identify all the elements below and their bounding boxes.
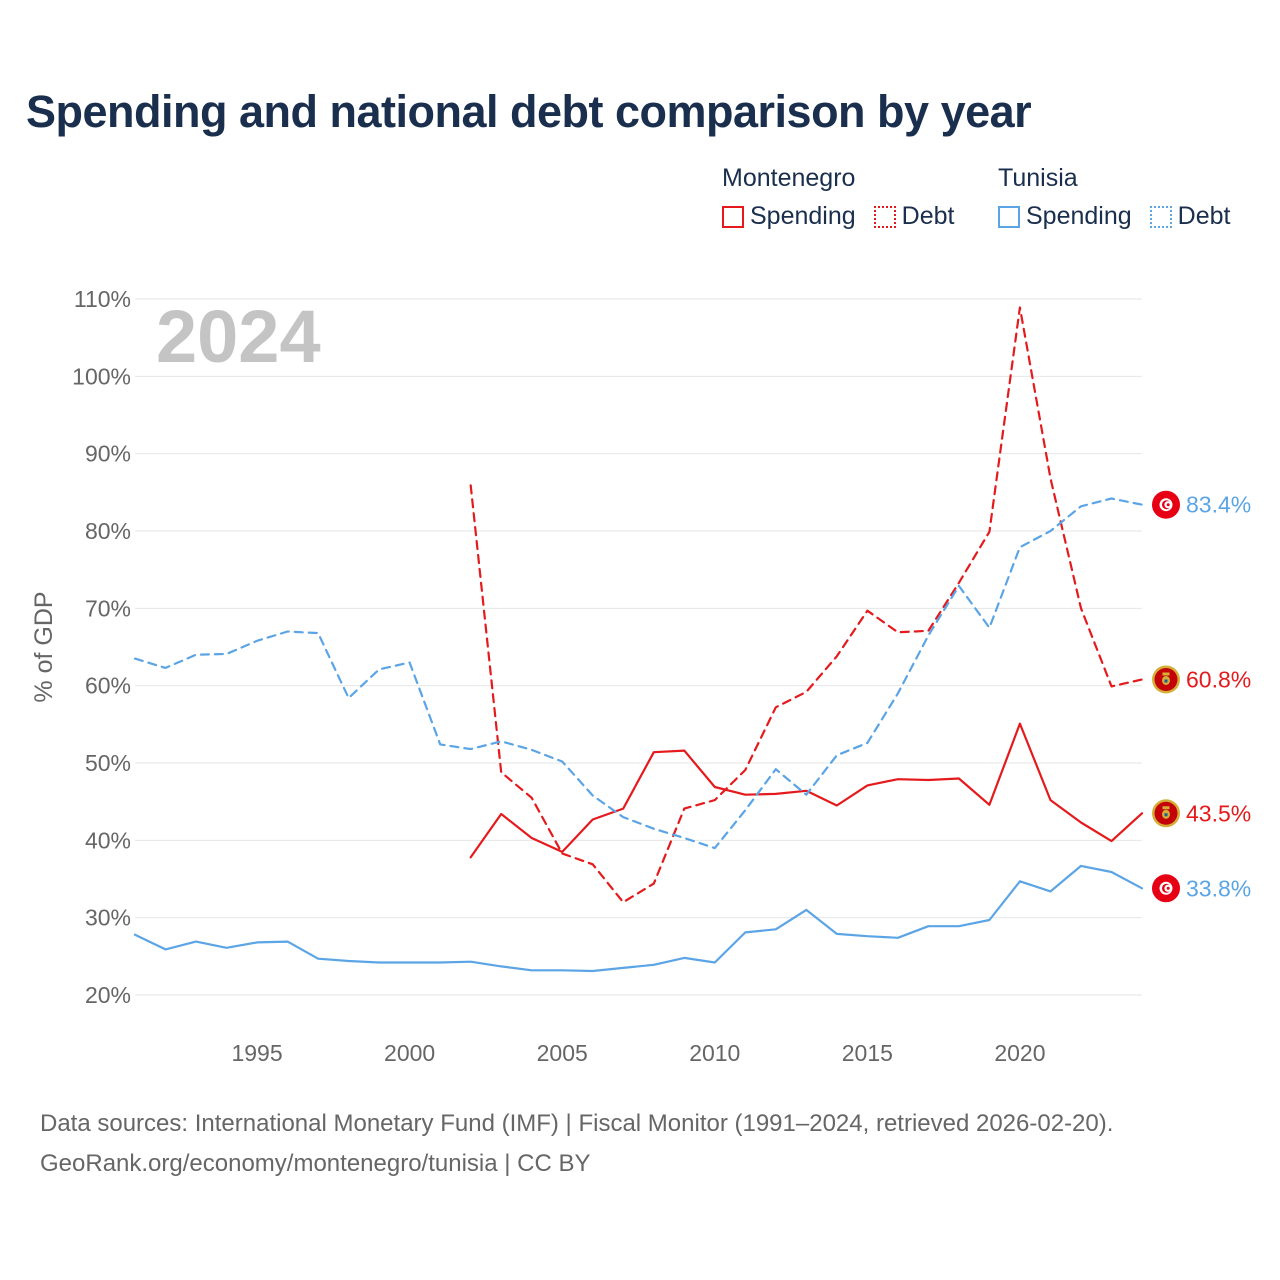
y-tick-label: 80% — [85, 518, 131, 544]
source-link[interactable]: GeoRank.org/economy/montenegro/tunisia |… — [40, 1150, 591, 1177]
legend-group-montenegro: Montenegro Spending Debt — [722, 160, 954, 231]
legend-item-tunisia-spending[interactable]: Spending — [998, 202, 1132, 231]
y-tick-label: 50% — [85, 750, 131, 776]
y-tick-label: 90% — [85, 441, 131, 467]
legend-swatch-solid — [722, 205, 744, 228]
series-layer — [133, 306, 1144, 973]
flag-shield — [1164, 813, 1168, 817]
legend-item-montenegro-spending[interactable]: Spending — [722, 202, 856, 231]
legend-group-tunisia: Tunisia Spending Debt — [998, 160, 1230, 231]
end-labels: 43.5% 60.8% 33.8% 83.4% — [1152, 490, 1251, 903]
legend-item-label: Spending — [1026, 202, 1132, 230]
y-tick-label: 60% — [85, 673, 131, 699]
tunisia-flag-icon — [1152, 874, 1180, 903]
flag-shield — [1164, 679, 1168, 683]
y-tick-label: 30% — [85, 905, 131, 931]
x-axis: 1995 2000 2005 2010 2015 2020 — [231, 1040, 1045, 1066]
x-tick-label: 2010 — [689, 1040, 740, 1066]
flag-star — [1166, 886, 1170, 890]
legend-swatch-dotted — [1149, 205, 1172, 228]
source-note: Data sources: International Monetary Fun… — [40, 1104, 1113, 1184]
flag-crown — [1162, 806, 1170, 810]
source-line: Data sources: International Monetary Fun… — [40, 1110, 1114, 1137]
y-tick-label: 110% — [74, 286, 131, 312]
legend-item-label: Spending — [750, 202, 856, 230]
montenegro-flag-icon — [1152, 799, 1180, 828]
x-tick-label: 2000 — [384, 1040, 435, 1066]
end-value-label: 33.8% — [1186, 875, 1251, 901]
legend-item-label: Debt — [1177, 202, 1231, 230]
y-tick-label: 100% — [72, 363, 131, 389]
x-tick-label: 2015 — [842, 1040, 893, 1066]
y-tick-label: 40% — [85, 827, 131, 853]
year-watermark: 2024 — [156, 295, 321, 378]
legend-group-title: Tunisia — [998, 164, 1078, 192]
y-axis: 20% 30% 40% 50% 60% 70% 80% 90% 100% 110% — [72, 286, 131, 1008]
montenegro-flag-icon — [1152, 665, 1180, 694]
series-line-tunisia-debt — [133, 497, 1144, 850]
y-tick-label: 20% — [85, 982, 131, 1008]
chart-title: Spending and national debt comparison by… — [26, 86, 1032, 137]
legend-swatch-dotted — [873, 205, 896, 228]
gridlines — [135, 298, 1142, 996]
y-axis-label: % of GDP — [30, 591, 58, 702]
series-line-tunisia-spending — [133, 864, 1144, 973]
legend-item-montenegro-debt[interactable]: Debt — [873, 202, 955, 231]
tunisia-flag-icon — [1152, 490, 1180, 519]
legend-item-tunisia-debt[interactable]: Debt — [1149, 202, 1231, 231]
y-tick-label: 70% — [85, 595, 131, 621]
legend-swatch-solid — [998, 205, 1020, 228]
end-value-label: 83.4% — [1186, 492, 1251, 518]
end-value-label: 60.8% — [1186, 666, 1251, 692]
flag-crown — [1162, 672, 1170, 676]
flag-star — [1166, 503, 1170, 507]
x-tick-label: 1995 — [231, 1040, 282, 1066]
series-line-montenegro-spending — [469, 722, 1144, 859]
x-tick-label: 2020 — [994, 1040, 1045, 1066]
x-tick-label: 2005 — [537, 1040, 588, 1066]
legend-group-title: Montenegro — [722, 164, 856, 192]
legend-item-label: Debt — [901, 202, 955, 230]
series-line-montenegro-debt — [469, 306, 1144, 904]
end-value-label: 43.5% — [1186, 800, 1251, 826]
